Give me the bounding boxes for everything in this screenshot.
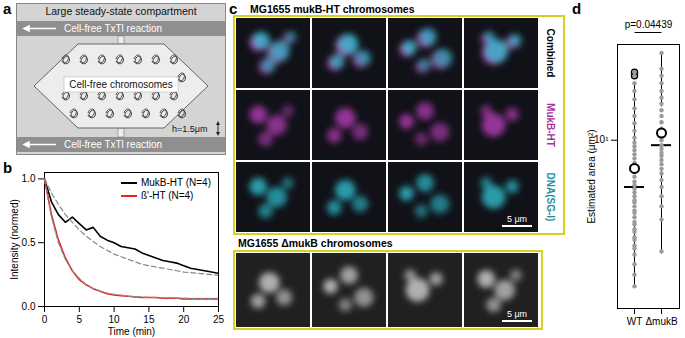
svg-text:15: 15 [143, 314, 155, 325]
svg-text:0.0: 0.0 [22, 301, 36, 312]
html-text:MukB-HT (N=4): MukB-HT (N=4) [140, 177, 211, 188]
svg-text:Estimated area (μm²): Estimated area (μm²) [586, 129, 597, 223]
svg-text:h=1.5μm: h=1.5μm [172, 124, 207, 134]
svg-text:0: 0 [42, 314, 48, 325]
svg-text:Cell-free TxTl reaction: Cell-free TxTl reaction [64, 23, 162, 34]
svg-text:Large steady-state compartment: Large steady-state compartment [45, 5, 196, 17]
svg-text:MukB-HT: MukB-HT [545, 103, 556, 147]
svg-text:ΔmukB: ΔmukB [645, 316, 678, 327]
svg-text:25: 25 [213, 314, 225, 325]
svg-text:Cell-free chromosomes: Cell-free chromosomes [69, 79, 172, 90]
svg-text:WT: WT [627, 316, 643, 327]
svg-text:Time (min): Time (min) [108, 326, 155, 337]
svg-text:5 μm: 5 μm [507, 309, 527, 319]
svg-text:Cell-free TxTl reaction: Cell-free TxTl reaction [64, 139, 162, 150]
html-text:d: d [572, 0, 582, 17]
svg-text:10¹: 10¹ [594, 134, 609, 146]
svg-text:MG1655 ΔmukB chromosomes: MG1655 ΔmukB chromosomes [238, 237, 393, 249]
html-text:a: a [3, 0, 12, 17]
svg-text:5 μm: 5 μm [507, 214, 527, 224]
html-text:b: b [3, 159, 13, 176]
html-text:c: c [229, 0, 238, 17]
svg-text:0.5: 0.5 [22, 237, 36, 248]
svg-text:Intensity (normed): Intensity (normed) [9, 199, 20, 280]
svg-text:MG1655 mukB-HT chromosomes: MG1655 mukB-HT chromosomes [250, 3, 415, 15]
svg-text:p=0.04439: p=0.04439 [625, 19, 673, 30]
svg-text:5: 5 [77, 314, 83, 325]
svg-text:DNA(SG-I): DNA(SG-I) [545, 173, 556, 222]
svg-text:Combined: Combined [545, 29, 556, 78]
svg-text:1.0: 1.0 [22, 173, 36, 184]
svg-text:10: 10 [109, 314, 121, 325]
html-text:ß'-HT (N=4): ß'-HT (N=4) [140, 190, 194, 201]
svg-text:20: 20 [178, 314, 190, 325]
